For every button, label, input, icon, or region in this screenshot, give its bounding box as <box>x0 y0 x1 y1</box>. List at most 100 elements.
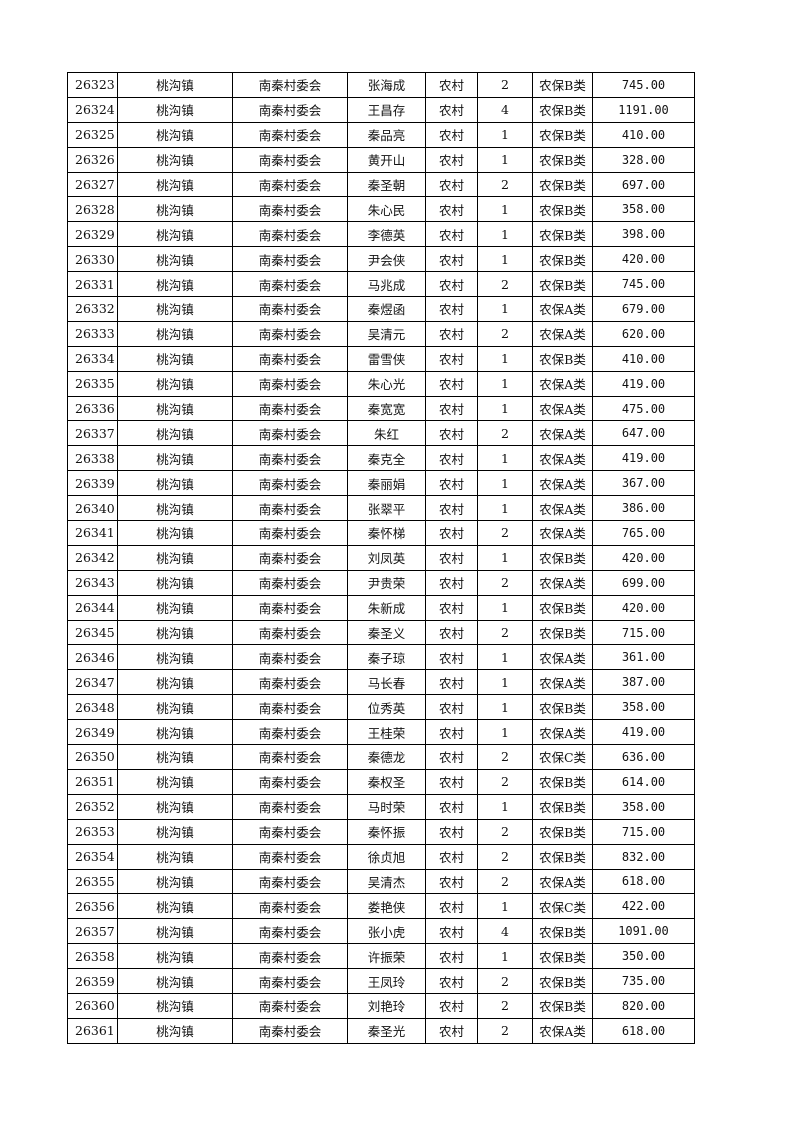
cell-insurance-class: 农保A类 <box>532 445 593 472</box>
cell-village-committee: 南秦村委会 <box>232 943 348 970</box>
cell-village-committee: 南秦村委会 <box>232 445 348 472</box>
cell-insurance-class: 农保A类 <box>532 644 593 671</box>
cell-person-name: 许振荣 <box>347 943 426 970</box>
cell-area-type: 农村 <box>425 445 478 472</box>
cell-row-id: 26333 <box>67 320 118 347</box>
cell-amount: 419.00 <box>592 719 695 746</box>
cell-person-name: 位秀英 <box>347 694 426 721</box>
cell-person-name: 王昌存 <box>347 96 426 123</box>
table-row: 26341 桃沟镇 南秦村委会 秦怀梯 农村 2 农保A类 765.00 <box>67 520 695 546</box>
cell-amount: 361.00 <box>592 644 695 671</box>
table-row: 26351 桃沟镇 南秦村委会 秦权圣 农村 2 农保B类 614.00 <box>67 768 695 795</box>
cell-town: 桃沟镇 <box>117 968 233 994</box>
cell-household-size: 2 <box>477 1017 533 1044</box>
cell-household-size: 2 <box>477 271 533 298</box>
cell-village-committee: 南秦村委会 <box>232 146 348 173</box>
cell-village-committee: 南秦村委会 <box>232 345 348 372</box>
cell-amount: 410.00 <box>592 121 695 148</box>
table-row: 26340 桃沟镇 南秦村委会 张翠平 农村 1 农保A类 386.00 <box>67 495 695 522</box>
cell-village-committee: 南秦村委会 <box>232 221 348 248</box>
cell-village-committee: 南秦村委会 <box>232 992 348 1019</box>
cell-insurance-class: 农保B类 <box>532 72 593 98</box>
cell-insurance-class: 农保B类 <box>532 246 593 273</box>
cell-amount: 367.00 <box>592 470 695 497</box>
cell-person-name: 秦丽娟 <box>347 470 426 497</box>
cell-row-id: 26349 <box>67 719 118 746</box>
cell-insurance-class: 农保B类 <box>532 121 593 148</box>
cell-insurance-class: 农保B类 <box>532 271 593 298</box>
cell-insurance-class: 农保B类 <box>532 992 593 1019</box>
cell-amount: 618.00 <box>592 1017 695 1044</box>
cell-insurance-class: 农保A类 <box>532 569 593 596</box>
cell-town: 桃沟镇 <box>117 196 233 223</box>
cell-area-type: 农村 <box>425 196 478 223</box>
table-row: 26350 桃沟镇 南秦村委会 秦德龙 农村 2 农保C类 636.00 <box>67 744 695 770</box>
cell-village-committee: 南秦村委会 <box>232 470 348 497</box>
cell-row-id: 26332 <box>67 296 118 322</box>
cell-insurance-class: 农保A类 <box>532 1017 593 1044</box>
cell-insurance-class: 农保B类 <box>532 843 593 870</box>
cell-amount: 832.00 <box>592 843 695 870</box>
cell-amount: 618.00 <box>592 868 695 895</box>
cell-amount: 419.00 <box>592 445 695 472</box>
cell-insurance-class: 农保A类 <box>532 320 593 347</box>
cell-household-size: 2 <box>477 968 533 994</box>
cell-area-type: 农村 <box>425 768 478 795</box>
cell-area-type: 农村 <box>425 121 478 148</box>
cell-town: 桃沟镇 <box>117 992 233 1019</box>
cell-town: 桃沟镇 <box>117 694 233 721</box>
cell-person-name: 马时荣 <box>347 793 426 820</box>
cell-insurance-class: 农保A类 <box>532 719 593 746</box>
cell-town: 桃沟镇 <box>117 893 233 920</box>
cell-town: 桃沟镇 <box>117 1017 233 1044</box>
cell-area-type: 农村 <box>425 495 478 522</box>
cell-area-type: 农村 <box>425 544 478 571</box>
table-row: 26346 桃沟镇 南秦村委会 秦子琼 农村 1 农保A类 361.00 <box>67 644 695 671</box>
cell-town: 桃沟镇 <box>117 619 233 646</box>
cell-town: 桃沟镇 <box>117 594 233 621</box>
cell-area-type: 农村 <box>425 893 478 920</box>
cell-village-committee: 南秦村委会 <box>232 793 348 820</box>
cell-row-id: 26336 <box>67 395 118 422</box>
cell-town: 桃沟镇 <box>117 96 233 123</box>
table-row: 26347 桃沟镇 南秦村委会 马长春 农村 1 农保A类 387.00 <box>67 669 695 696</box>
cell-household-size: 2 <box>477 868 533 895</box>
cell-village-committee: 南秦村委会 <box>232 1017 348 1044</box>
cell-household-size: 1 <box>477 445 533 472</box>
cell-household-size: 4 <box>477 96 533 123</box>
cell-amount: 358.00 <box>592 793 695 820</box>
cell-household-size: 2 <box>477 992 533 1019</box>
cell-area-type: 农村 <box>425 520 478 546</box>
cell-village-committee: 南秦村委会 <box>232 395 348 422</box>
cell-area-type: 农村 <box>425 96 478 123</box>
cell-amount: 765.00 <box>592 520 695 546</box>
cell-person-name: 张翠平 <box>347 495 426 522</box>
cell-town: 桃沟镇 <box>117 744 233 770</box>
cell-town: 桃沟镇 <box>117 495 233 522</box>
cell-row-id: 26343 <box>67 569 118 596</box>
cell-person-name: 尹会侠 <box>347 246 426 273</box>
cell-area-type: 农村 <box>425 171 478 198</box>
cell-insurance-class: 农保B类 <box>532 594 593 621</box>
cell-household-size: 2 <box>477 744 533 770</box>
cell-village-committee: 南秦村委会 <box>232 619 348 646</box>
cell-person-name: 徐贞旭 <box>347 843 426 870</box>
cell-person-name: 朱心民 <box>347 196 426 223</box>
cell-household-size: 2 <box>477 843 533 870</box>
cell-town: 桃沟镇 <box>117 520 233 546</box>
cell-row-id: 26350 <box>67 744 118 770</box>
cell-village-committee: 南秦村委会 <box>232 495 348 522</box>
cell-amount: 745.00 <box>592 72 695 98</box>
cell-area-type: 农村 <box>425 818 478 845</box>
cell-row-id: 26353 <box>67 818 118 845</box>
cell-area-type: 农村 <box>425 918 478 945</box>
cell-insurance-class: 农保A类 <box>532 395 593 422</box>
cell-town: 桃沟镇 <box>117 644 233 671</box>
cell-area-type: 农村 <box>425 1017 478 1044</box>
cell-row-id: 26328 <box>67 196 118 223</box>
cell-person-name: 马兆成 <box>347 271 426 298</box>
cell-area-type: 农村 <box>425 594 478 621</box>
cell-town: 桃沟镇 <box>117 146 233 173</box>
cell-village-committee: 南秦村委会 <box>232 893 348 920</box>
table-row: 26360 桃沟镇 南秦村委会 刘艳玲 农村 2 农保B类 820.00 <box>67 992 695 1019</box>
